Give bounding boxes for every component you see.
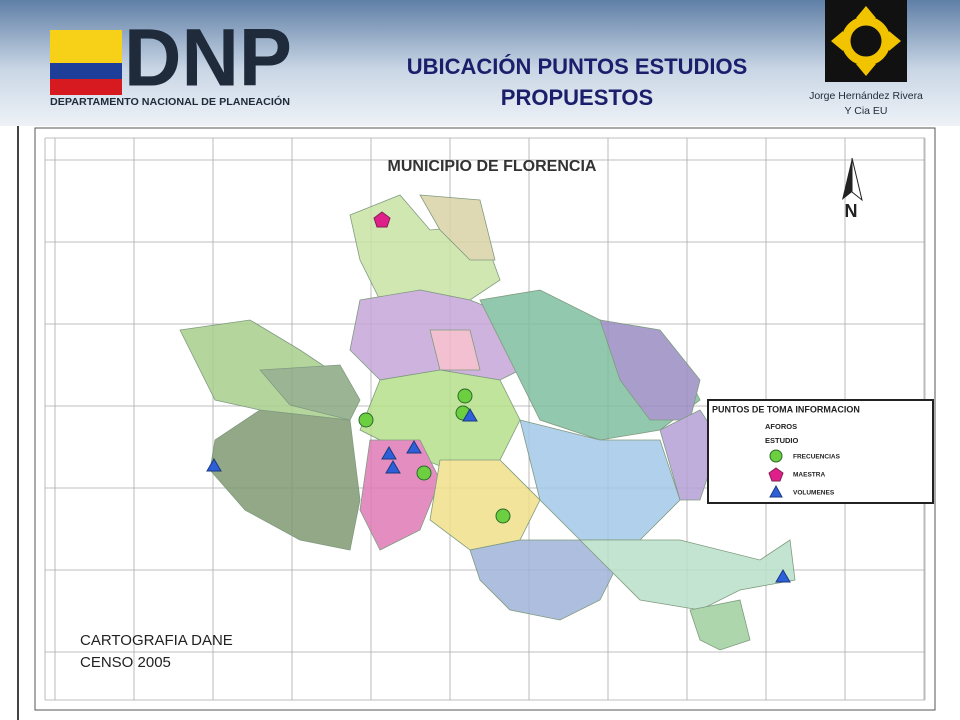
company-name: Jorge Hernández Rivera: [809, 90, 923, 102]
logo-text: DNP: [124, 13, 292, 104]
north-arrow: [842, 158, 852, 200]
district: [259, 364, 361, 421]
logo-subtitle: DEPARTAMENTO NACIONAL DE PLANEACIÓN: [50, 95, 290, 108]
marker-master: [373, 211, 391, 228]
markers: [358, 388, 511, 524]
flag-yellow: [50, 30, 122, 63]
logo-ring: [841, 16, 891, 66]
north-arrow: [851, 157, 863, 202]
logo-arrow: [889, 31, 901, 51]
company-logo: [825, 0, 907, 82]
company-name: Y Cia EU: [845, 105, 888, 117]
source-note: CENSO 2005: [80, 654, 171, 671]
marker-volume: [381, 446, 397, 460]
logo-arrow: [856, 6, 876, 18]
district: [209, 409, 361, 551]
slide-title: UBICACIÓN PUNTOS ESTUDIOS: [407, 54, 748, 79]
north-label: N: [845, 201, 858, 221]
logo-arrow: [831, 31, 843, 51]
header-band: [0, 0, 960, 126]
flag-blue: [50, 63, 122, 79]
legend: PUNTOS DE TOMA INFORMACION AFOROS ESTUDI…: [707, 399, 934, 504]
legend-symbol: [768, 467, 784, 482]
district: [469, 539, 621, 621]
slide-title: PROPUESTOS: [501, 85, 653, 110]
legend-symbol: [769, 449, 783, 463]
marker-frequency: [416, 465, 432, 481]
legend-item: VOLUMENES: [793, 490, 835, 497]
marker-volume: [406, 440, 422, 454]
legend-item: FRECUENCIAS: [793, 454, 841, 461]
legend-symbol: [769, 484, 783, 498]
district: [689, 599, 751, 651]
marker-volume: [462, 408, 478, 422]
legend-title: PUNTOS DE TOMA INFORMACION: [712, 404, 860, 414]
dnp-logo: DNP DEPARTAMENTO NACIONAL DE PLANEACIÓN: [50, 13, 292, 108]
marker-frequency: [457, 388, 473, 404]
marker-frequency: [358, 412, 374, 428]
markers: [206, 408, 791, 583]
marker-frequency: [495, 508, 511, 524]
district: [429, 329, 481, 371]
marker-volume: [775, 569, 791, 583]
legend-group: AFOROS: [765, 422, 797, 431]
flag-red: [50, 79, 122, 95]
map-title: MUNICIPIO DE FLORENCIA: [388, 158, 597, 175]
marker-volume: [385, 460, 401, 474]
marker-volume: [206, 458, 222, 472]
district: [579, 539, 796, 611]
district: [519, 419, 681, 541]
legend-box: [707, 399, 934, 504]
legend-item: MAESTRA: [793, 472, 825, 479]
district: [419, 194, 496, 261]
source-note: CARTOGRAFIA DANE: [80, 632, 233, 649]
logo-arrow: [856, 64, 876, 76]
legend-subgroup: ESTUDIO: [765, 436, 799, 445]
